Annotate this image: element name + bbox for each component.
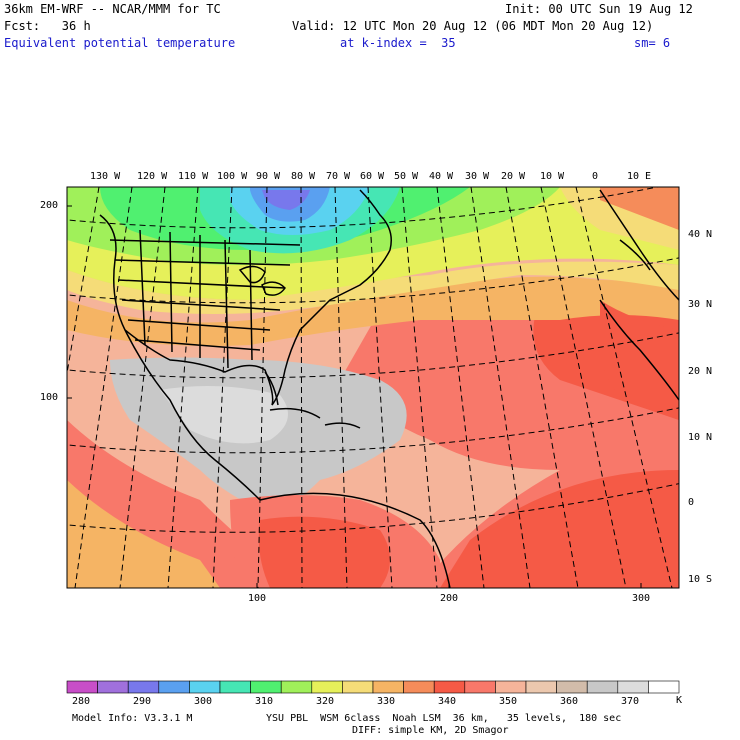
lon-label: 20 W <box>501 171 526 182</box>
colorbar-swatch <box>495 680 527 694</box>
colorbar-label: 360 <box>559 696 579 707</box>
lon-label: 60 W <box>360 171 385 182</box>
lon-label: 110 W <box>178 171 209 182</box>
plot-frame <box>66 186 680 589</box>
smoothing-label: sm= 6 <box>634 36 671 50</box>
model-info: Model Info: V3.3.1 M <box>72 713 193 724</box>
colorbar-swatch <box>342 680 374 694</box>
lon-label: 90 W <box>256 171 281 182</box>
frame-ticks <box>67 205 642 588</box>
lat-label: 20 N <box>688 366 713 377</box>
lon-label: 80 W <box>291 171 316 182</box>
colorbar-label: 320 <box>315 696 335 707</box>
lon-label: 30 W <box>465 171 490 182</box>
colorbar-unit: K <box>676 695 683 706</box>
lon-label: 10 W <box>540 171 565 182</box>
colorbar-swatch <box>311 680 343 694</box>
valid-time: Valid: 12 UTC Mon 20 Aug 12 (06 MDT Mon … <box>292 19 654 33</box>
coastlines <box>99 189 679 588</box>
colorbar-swatch <box>127 680 160 694</box>
colorbar <box>66 680 680 694</box>
lat-label: 40 N <box>688 229 713 240</box>
colorbar-swatch <box>189 680 221 694</box>
colorbar-swatch <box>617 680 649 694</box>
left-axis-tick: 100 <box>40 392 59 403</box>
colorbar-swatch <box>403 680 435 694</box>
physics-info: YSU PBL WSM 6class Noah LSM 36 km, 35 le… <box>266 713 622 724</box>
level-label: at k-index = 35 <box>340 36 456 50</box>
lon-label: 130 W <box>90 171 121 182</box>
colorbar-swatch <box>586 680 619 694</box>
lon-label: 100 W <box>217 171 248 182</box>
bottom-axis-tick: 200 <box>440 593 459 604</box>
colorbar-label: 330 <box>376 696 396 707</box>
colorbar-swatch <box>66 680 98 694</box>
colorbar-swatch <box>219 680 251 694</box>
colorbar-swatch <box>280 680 313 694</box>
colorbar-swatch <box>97 680 129 694</box>
lon-label: 70 W <box>326 171 351 182</box>
colorbar-swatch <box>464 680 496 694</box>
lon-label: 40 W <box>429 171 454 182</box>
colorbar-label: 290 <box>132 696 152 707</box>
left-axis-tick: 200 <box>40 200 59 211</box>
colorbar-label: 370 <box>620 696 640 707</box>
lon-label: 10 E <box>627 171 652 182</box>
colorbar-swatch <box>433 680 466 694</box>
colorbar-label: 280 <box>71 696 91 707</box>
colorbar-swatch <box>250 680 282 694</box>
colorbar-swatch <box>158 680 190 694</box>
model-title: 36km EM-WRF -- NCAR/MMM for TC <box>4 2 221 16</box>
colorbar-label: 340 <box>437 696 457 707</box>
colorbar-label: 350 <box>498 696 518 707</box>
field-name: Equivalent potential temperature <box>4 36 236 50</box>
colorbar-label: 300 <box>193 696 213 707</box>
colorbar-label: 310 <box>254 696 274 707</box>
lat-label: 10 S <box>688 574 713 585</box>
colorbar-swatch <box>648 680 680 694</box>
lon-label: 0 <box>592 171 599 182</box>
lat-label: 10 N <box>688 432 713 443</box>
lon-label: 120 W <box>137 171 168 182</box>
lat-label: 0 <box>688 497 695 508</box>
colorbar-swatch <box>556 680 588 694</box>
colorbar-swatch <box>372 680 404 694</box>
lon-label: 50 W <box>394 171 419 182</box>
bottom-axis-tick: 300 <box>632 593 651 604</box>
theta-e-field <box>67 187 679 588</box>
init-time: Init: 00 UTC Sun 19 Aug 12 <box>505 2 693 16</box>
diffusion-info: DIFF: simple KM, 2D Smagor <box>352 725 509 736</box>
colorbar-swatch <box>525 680 557 694</box>
forecast-hour: Fcst: 36 h <box>4 19 91 33</box>
lat-label: 30 N <box>688 299 713 310</box>
bottom-axis-tick: 100 <box>248 593 267 604</box>
